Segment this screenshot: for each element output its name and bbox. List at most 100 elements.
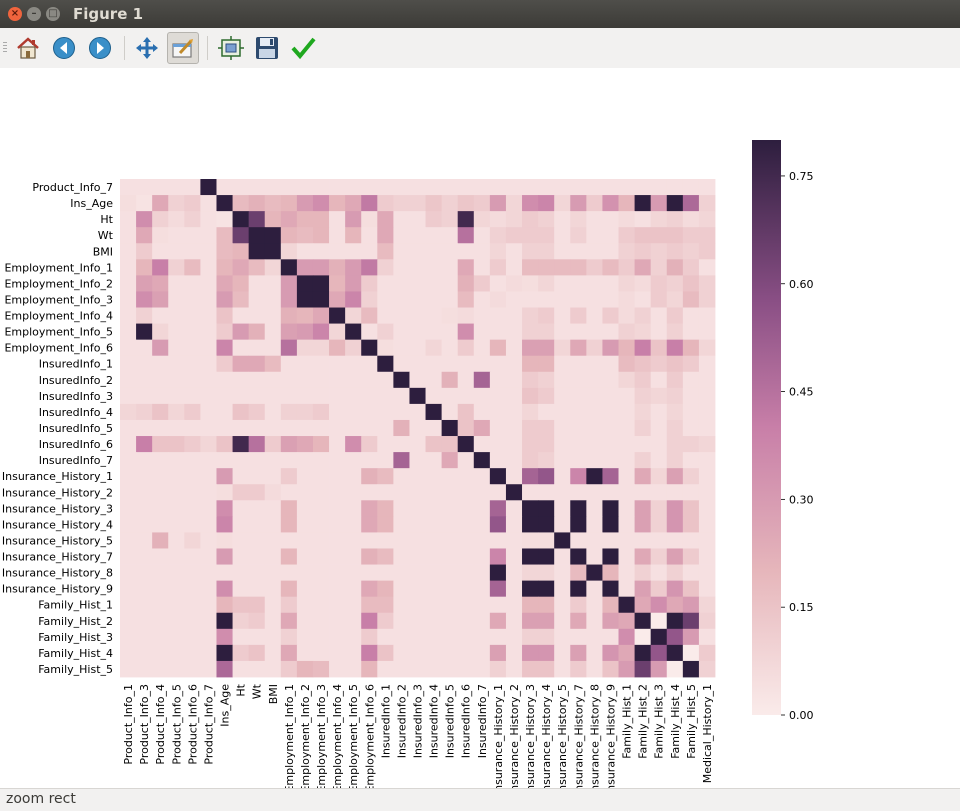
heatmap-cell (650, 259, 668, 276)
heatmap-cell (377, 484, 394, 501)
heatmap-cell (393, 307, 410, 324)
window-close-button[interactable]: × (8, 7, 22, 21)
pan-button[interactable] (131, 32, 163, 64)
heatmap-cell (136, 500, 153, 517)
heatmap-cell (361, 211, 378, 228)
heatmap-cell (361, 644, 378, 662)
toolbar-grip[interactable] (3, 42, 7, 54)
heatmap-cell (570, 580, 587, 598)
heatmap-cell (136, 403, 153, 421)
y-tick-label: InsuredInfo_2 (39, 374, 113, 387)
heatmap-cell (505, 339, 523, 357)
heatmap-cell (473, 227, 491, 244)
heatmap-cell (377, 532, 394, 549)
heatmap-cell (618, 403, 635, 421)
zoom-button[interactable] (167, 32, 199, 64)
heatmap-cell (570, 436, 587, 453)
home-button[interactable] (12, 32, 44, 64)
x-tick-label: Insurance_History_7 (572, 684, 585, 788)
heatmap-cell (329, 500, 346, 517)
heatmap-cell (505, 564, 523, 582)
heatmap-cell (152, 227, 169, 244)
forward-button[interactable] (84, 32, 116, 64)
heatmap-cell (120, 211, 137, 228)
heatmap-cell (650, 355, 668, 373)
heatmap-cell (248, 323, 266, 341)
heatmap-cell (522, 628, 539, 646)
heatmap-cell (200, 243, 217, 260)
x-tick-label: Employment_Info_4 (331, 684, 344, 788)
heatmap-cell (457, 612, 475, 630)
heatmap-cell (312, 371, 330, 389)
heatmap-cell (538, 484, 555, 501)
heatmap-cell (554, 580, 571, 598)
heatmap-cell (345, 548, 362, 565)
window-maximize-button[interactable]: □ (46, 7, 60, 21)
heatmap-cell (280, 468, 298, 485)
heatmap-cell (361, 484, 378, 501)
heatmap-cell (393, 339, 410, 357)
heatmap-cell (441, 387, 459, 405)
heatmap-cell (377, 580, 394, 598)
x-tick-label: Employment_Info_2 (299, 684, 312, 788)
heatmap-cell (618, 612, 635, 630)
heatmap-cell (457, 355, 475, 373)
heatmap-cell (280, 371, 298, 389)
edit-axis-button[interactable] (287, 32, 319, 64)
heatmap-cell (522, 291, 539, 308)
heatmap-cell (618, 259, 635, 276)
heatmap-cell (152, 323, 169, 341)
heatmap-cell (682, 339, 700, 357)
heatmap-cell (489, 387, 507, 405)
heatmap-cell (457, 179, 475, 196)
heatmap-cell (441, 403, 459, 421)
heatmap-cell (570, 419, 587, 437)
heatmap-cell (248, 243, 266, 260)
heatmap-cell (554, 291, 571, 308)
heatmap-cell (248, 371, 266, 389)
heatmap-cell (329, 436, 346, 453)
window-minimize-button[interactable]: – (27, 7, 41, 21)
heatmap-cell (554, 548, 571, 565)
figure-canvas[interactable]: Product_Info_7 Ins_Age Ht Wt BMI Employment_I… (0, 68, 960, 795)
checkmark-icon (291, 37, 316, 60)
heatmap-cell (120, 596, 137, 614)
heatmap-cell (345, 564, 362, 582)
heatmap-cell (505, 243, 523, 260)
subplots-button[interactable] (215, 32, 247, 64)
heatmap-chart[interactable]: Product_Info_7Ins_AgeHtWtBMIEmployment_I… (0, 68, 960, 795)
heatmap-cell (361, 403, 378, 421)
heatmap-cell (650, 387, 668, 405)
save-button[interactable] (251, 32, 283, 64)
heatmap-cell (409, 259, 426, 276)
heatmap-cell (264, 371, 282, 389)
heatmap-cell (184, 516, 201, 533)
heatmap-cell (554, 596, 571, 614)
heatmap-cell (361, 532, 378, 549)
back-button[interactable] (48, 32, 80, 64)
heatmap-cell (184, 532, 201, 549)
heatmap-cell (184, 211, 201, 228)
heatmap-cell (280, 419, 298, 437)
heatmap-cell (666, 564, 684, 582)
heatmap-cell (200, 227, 217, 244)
heatmap-cell (361, 387, 378, 405)
status-text: zoom rect (6, 791, 76, 807)
heatmap-cell (248, 339, 266, 357)
heatmap-cell (441, 532, 459, 549)
heatmap-cell (586, 179, 603, 196)
heatmap-cell (505, 275, 523, 292)
heatmap-cell (505, 596, 523, 614)
heatmap-cell (554, 227, 571, 244)
heatmap-cell (682, 516, 700, 533)
heatmap-cell (248, 468, 266, 485)
heatmap-cell (184, 259, 201, 276)
heatmap-cell (650, 580, 668, 598)
heatmap-cell (120, 548, 137, 565)
heatmap-cell (296, 419, 314, 437)
heatmap-cell (168, 548, 185, 565)
heatmap-cell (570, 323, 587, 341)
heatmap-cell (634, 628, 652, 646)
heatmap-cell (280, 660, 298, 678)
heatmap-cell (457, 564, 475, 582)
